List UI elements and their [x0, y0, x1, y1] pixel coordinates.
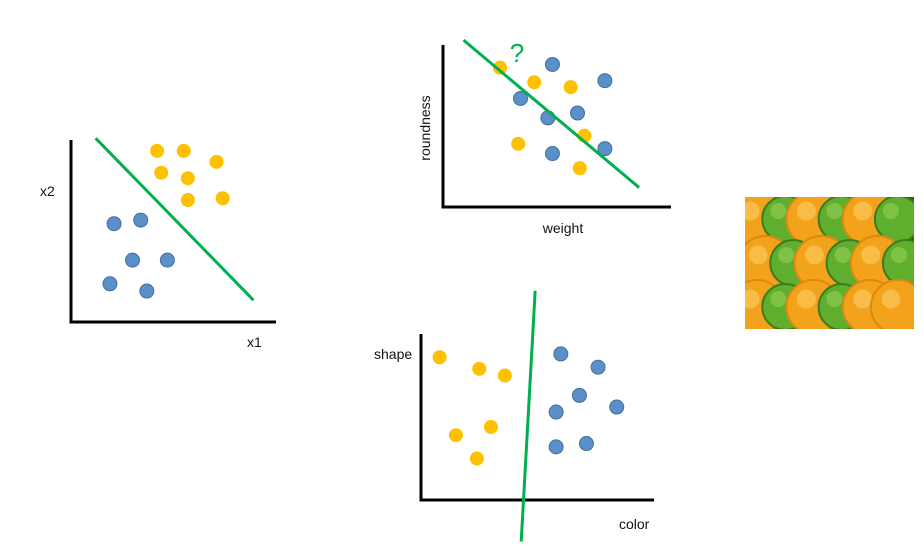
decision-boundary	[462, 38, 641, 189]
orange	[869, 279, 914, 329]
point-yellow	[154, 165, 169, 180]
point-blue	[597, 141, 613, 157]
chart-weight-roundness: roundness weight ?	[417, 38, 671, 236]
point-blue	[139, 283, 155, 299]
fruit-highlight	[796, 201, 816, 221]
fruit-highlight	[745, 201, 760, 221]
point-blue	[133, 212, 149, 228]
point-blue	[597, 73, 613, 89]
point-blue	[590, 359, 606, 375]
apple	[881, 239, 914, 287]
point-yellow	[448, 428, 463, 443]
point-yellow	[180, 171, 195, 186]
point-blue	[513, 90, 529, 106]
point-yellow	[511, 136, 526, 151]
fruit-highlight	[796, 289, 816, 309]
point-yellow	[176, 143, 191, 158]
point-yellow	[483, 419, 498, 434]
fruit-highlight	[826, 202, 843, 220]
fruit-highlight	[770, 202, 787, 220]
fruit-photo	[745, 197, 914, 329]
fruit-highlight	[853, 201, 873, 221]
point-blue	[548, 404, 564, 420]
chart-x1-x2: x2 x1	[40, 137, 276, 350]
fruit-highlight	[882, 202, 899, 220]
point-blue	[159, 252, 175, 268]
fruit-highlight	[861, 245, 881, 265]
point-yellow	[209, 154, 224, 169]
point-yellow	[150, 143, 165, 158]
fruit-highlight	[881, 289, 901, 309]
chart2-ylabel: roundness	[417, 95, 433, 160]
point-blue	[548, 439, 564, 455]
point-yellow	[497, 368, 512, 383]
fruit-highlight	[826, 290, 843, 308]
fruit-highlight	[804, 245, 824, 265]
point-blue	[578, 436, 594, 452]
point-yellow	[527, 75, 542, 90]
point-yellow	[493, 60, 507, 75]
question-mark-annotation: ?	[510, 38, 524, 68]
point-blue	[106, 216, 122, 232]
point-blue	[102, 276, 118, 292]
point-yellow	[472, 361, 487, 376]
fruit-highlight	[778, 246, 795, 264]
fruit-highlight	[745, 289, 760, 309]
point-yellow	[469, 451, 484, 466]
point-blue	[544, 146, 560, 162]
point-blue	[125, 252, 140, 268]
point-blue	[544, 56, 560, 72]
chart2-xlabel: weight	[542, 220, 584, 236]
fruit-highlight	[890, 246, 907, 264]
point-yellow	[432, 350, 447, 365]
point-blue	[609, 399, 625, 415]
point-blue	[571, 387, 587, 403]
fruit-highlight	[834, 246, 851, 264]
apple	[873, 197, 914, 243]
point-yellow	[572, 161, 587, 176]
point-yellow	[563, 80, 578, 95]
fruit-highlight	[853, 289, 873, 309]
chart3-xlabel: color	[619, 516, 650, 532]
chart-color-shape: shape color	[374, 290, 654, 542]
decision-boundary	[94, 137, 255, 302]
point-blue	[540, 110, 556, 126]
chart1-ylabel: x2	[40, 183, 55, 199]
fruit-highlight	[770, 290, 787, 308]
point-yellow	[215, 191, 230, 206]
decision-boundary	[519, 290, 537, 542]
photo-fruits	[745, 197, 914, 329]
fruit-highlight	[748, 245, 768, 265]
point-blue	[553, 346, 569, 362]
chart3-ylabel: shape	[374, 346, 412, 362]
point-yellow	[180, 193, 195, 208]
chart1-xlabel: x1	[247, 334, 262, 350]
point-blue	[570, 105, 586, 121]
